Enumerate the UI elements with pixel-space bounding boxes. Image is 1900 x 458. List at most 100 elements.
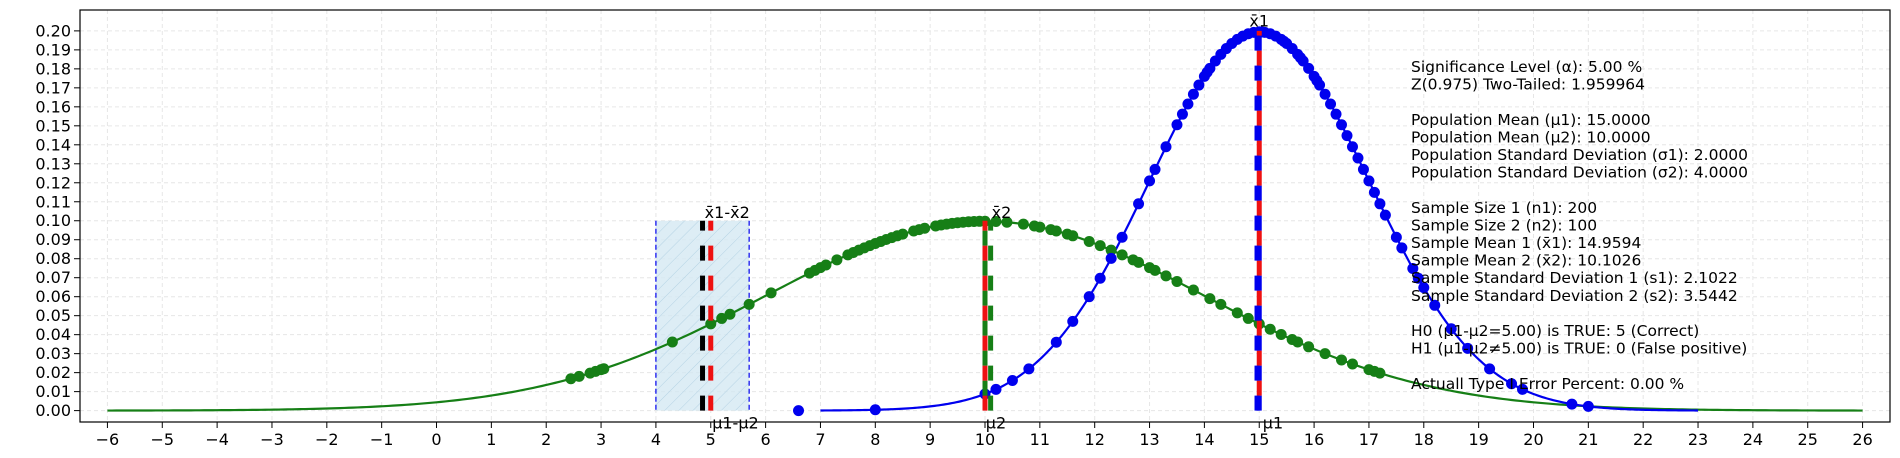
blue-sample-point [1418, 282, 1430, 294]
green-sample-point [1034, 221, 1046, 233]
green-sample-point [1264, 323, 1276, 335]
y-tick-label: 0.00 [35, 401, 71, 420]
x-tick-label: 26 [1852, 430, 1872, 449]
green-sample-point [765, 287, 777, 299]
blue-sample-point [1582, 400, 1594, 412]
y-tick-label: 0.08 [35, 249, 71, 268]
info-line: Sample Mean 2 (x̄2): 10.1026 [1411, 252, 1641, 270]
info-line: Z(0.975) Two-Tailed: 1.959964 [1411, 76, 1645, 94]
y-tick-label: 0.15 [35, 116, 71, 135]
green-sample-point [1374, 367, 1386, 379]
axes: −6 −5 −4 −3 −2 −1 0 1 2 3 4 5 6 7 8 9 10 11 12 13 14 15 16 17 18… [35, 9, 1891, 449]
x-tick-label: 11 [1030, 430, 1050, 449]
blue-sample-point [1566, 398, 1578, 410]
green-sample-point [716, 312, 728, 324]
y-tick-label: 0.18 [35, 59, 71, 78]
annotation-label: x̄2 [992, 203, 1012, 222]
info-line: H0 (μ1-μ2=5.00) is TRUE: 5 (Correct) [1411, 322, 1699, 340]
x-tick-label: 7 [815, 430, 825, 449]
info-line: Sample Mean 1 (x̄1): 14.9594 [1411, 234, 1641, 252]
x-tick-label: 14 [1194, 430, 1214, 449]
info-line: Actuall Type I Error Percent: 0.00 % [1411, 375, 1684, 393]
green-sample-point [990, 215, 1002, 227]
green-sample-point [1067, 230, 1079, 242]
green-sample-point [831, 254, 843, 266]
green-sample-point [1346, 358, 1358, 370]
y-tick-label: 0.06 [35, 287, 71, 306]
green-sample-point [1215, 298, 1227, 310]
info-line: Sample Standard Deviation 2 (s2): 3.5442 [1411, 287, 1738, 305]
green-sample-point [820, 259, 832, 271]
blue-sample-point [1067, 315, 1079, 327]
blue-sample-point [1336, 119, 1348, 131]
x-tick-label: −5 [150, 430, 174, 449]
x-tick-label: 1 [486, 430, 496, 449]
x-tick-label: 10 [975, 430, 995, 449]
green-sample-point [1336, 354, 1348, 366]
info-line: Significance Level (α): 5.00 % [1411, 58, 1642, 76]
green-sample-point [1083, 235, 1095, 247]
green-sample-point [1149, 264, 1161, 276]
x-tick-label: −2 [315, 430, 339, 449]
annotation-label: μ1-μ2 [712, 414, 759, 433]
green-sample-point [1105, 244, 1117, 256]
blue-sample-point [1517, 383, 1529, 395]
blue-sample-point [1396, 242, 1408, 254]
y-tick-label: 0.02 [35, 363, 71, 382]
info-panel: Significance Level (α): 5.00 %Z(0.975) T… [1411, 58, 1748, 393]
blue-sample-point [1484, 363, 1496, 375]
blue-sample-point [1319, 88, 1331, 100]
x-tick-label: 3 [596, 430, 606, 449]
green-sample-point [573, 370, 585, 382]
blue-sample-point [1023, 363, 1035, 375]
green-sample-point [897, 228, 909, 240]
green-sample-point [1017, 218, 1029, 230]
y-tick-label: 0.20 [35, 21, 71, 40]
blue-sample-point [1171, 119, 1183, 131]
blue-sample-point [1390, 231, 1402, 243]
blue-sample-point [1050, 336, 1062, 348]
green-sample-point [1133, 256, 1145, 268]
x-tick-label: 20 [1523, 430, 1543, 449]
info-line: Population Standard Deviation (σ2): 4.00… [1411, 164, 1748, 182]
annotations: x̄1 x̄2 x̄1-x̄2 μ1-μ2 μ2 μ1 [705, 12, 1283, 433]
green-sample-point [1204, 293, 1216, 305]
y-tick-label: 0.19 [35, 40, 71, 59]
x-tick-label: 8 [870, 430, 880, 449]
y-tick-label: 0.05 [35, 306, 71, 325]
x-tick-label: 19 [1468, 430, 1488, 449]
y-tick-label: 0.03 [35, 344, 71, 363]
green-sample-point [598, 363, 610, 375]
green-sample-point [1116, 249, 1128, 261]
blue-sample-point [1133, 198, 1145, 210]
annotation-label: μ1 [1263, 414, 1283, 433]
green-sample-point [743, 298, 755, 310]
green-sample-point [1001, 216, 1013, 228]
blue-sample-point [1325, 98, 1337, 110]
blue-sample-point [1144, 175, 1156, 187]
x-tick-label: 18 [1414, 430, 1434, 449]
annotation-label: x̄1-x̄2 [705, 203, 750, 222]
y-tick-label: 0.17 [35, 78, 71, 97]
blue-sample-point [1506, 378, 1518, 390]
blue-sample-point [1105, 252, 1117, 264]
x-tick-label: 12 [1085, 430, 1105, 449]
x-tick-label: 15 [1249, 430, 1269, 449]
blue-sample-point [1303, 62, 1315, 74]
x-tick-label: 23 [1688, 430, 1708, 449]
y-tick-label: 0.01 [35, 382, 71, 401]
blue-sample-point [1445, 323, 1457, 335]
blue-sample-point [1116, 231, 1128, 243]
blue-sample-point [1368, 186, 1380, 198]
blue-sample-point [1160, 141, 1172, 153]
green-sample-point [1242, 312, 1254, 324]
blue-sample-point [1341, 130, 1353, 142]
x-tick-label: 17 [1359, 430, 1379, 449]
blue-sample-point [1357, 163, 1369, 175]
blue-sample-point [1363, 175, 1375, 187]
blue-sample-point [1346, 141, 1358, 153]
x-tick-label: −6 [96, 430, 120, 449]
green-sample-point [666, 336, 678, 348]
blue-sample-point [1412, 272, 1424, 284]
